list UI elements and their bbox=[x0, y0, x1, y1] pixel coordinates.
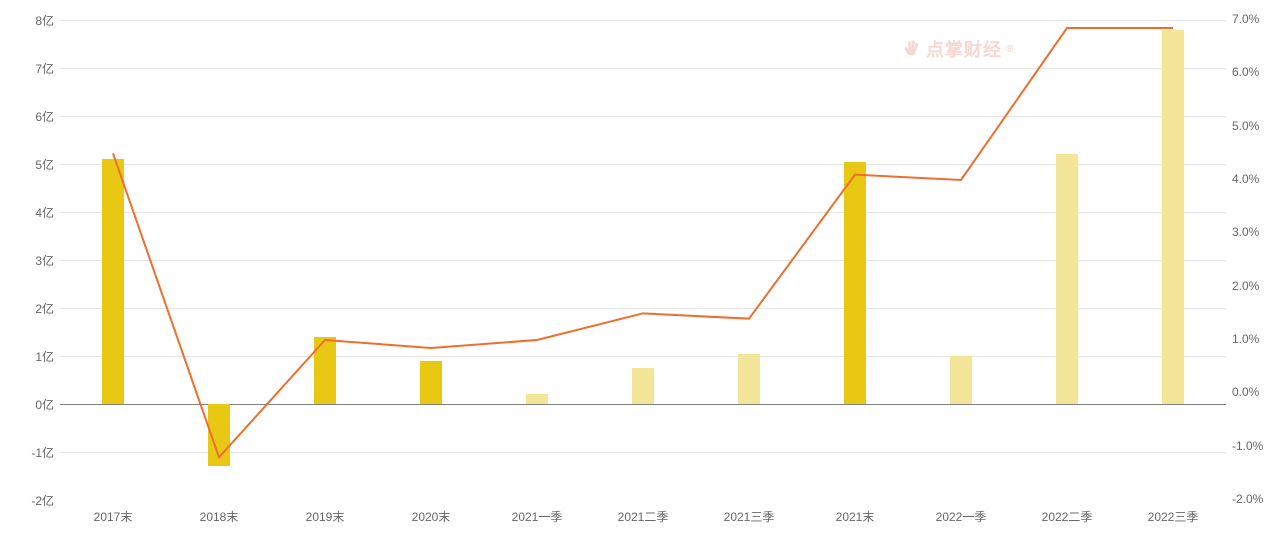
gridline bbox=[60, 164, 1226, 165]
y-left-tick-label: 8亿 bbox=[35, 12, 54, 29]
bar bbox=[950, 356, 972, 404]
y-right-tick-label: 1.0% bbox=[1232, 332, 1259, 346]
line-series bbox=[0, 0, 1286, 535]
gridline bbox=[60, 356, 1226, 357]
y-right-tick-label: 4.0% bbox=[1232, 172, 1259, 186]
y-left-tick-label: 5亿 bbox=[35, 156, 54, 173]
x-tick-label: 2022一季 bbox=[936, 508, 987, 525]
x-tick-label: 2021末 bbox=[836, 508, 875, 525]
y-left-tick-label: 7亿 bbox=[35, 60, 54, 77]
bar bbox=[632, 368, 654, 404]
gridline bbox=[60, 452, 1226, 453]
bar bbox=[738, 354, 760, 404]
combo-chart: 点掌财经 ® -2亿 -1亿 0亿 1亿 2亿 3亿 4亿 5亿 6亿 7亿 8亿 -2.0% -1.0%… bbox=[0, 0, 1286, 535]
x-tick-label: 2019末 bbox=[306, 508, 345, 525]
y-left-tick-label: 6亿 bbox=[35, 108, 54, 125]
y-right-tick-label: 2.0% bbox=[1232, 279, 1259, 293]
y-left-tick-label: -2亿 bbox=[31, 492, 54, 509]
y-right-tick-label: 6.0% bbox=[1232, 65, 1259, 79]
bar bbox=[1056, 154, 1078, 404]
x-tick-label: 2021二季 bbox=[618, 508, 669, 525]
gridline bbox=[60, 20, 1226, 21]
bar bbox=[314, 337, 336, 404]
bar bbox=[208, 404, 230, 466]
x-tick-label: 2018末 bbox=[200, 508, 239, 525]
x-tick-label: 2017末 bbox=[94, 508, 133, 525]
y-right-tick-label: 7.0% bbox=[1232, 12, 1259, 26]
gridline bbox=[60, 68, 1226, 69]
gridline bbox=[60, 212, 1226, 213]
hand-icon bbox=[900, 38, 922, 60]
bar bbox=[420, 361, 442, 404]
watermark-sup: ® bbox=[1006, 44, 1014, 55]
gridline bbox=[60, 116, 1226, 117]
x-tick-label: 2021三季 bbox=[724, 508, 775, 525]
bar bbox=[102, 159, 124, 404]
bar bbox=[1162, 30, 1184, 404]
y-left-tick-label: 3亿 bbox=[35, 252, 54, 269]
y-left-tick-label: 4亿 bbox=[35, 204, 54, 221]
watermark-text: 点掌财经 bbox=[926, 36, 1002, 62]
y-left-tick-label: -1亿 bbox=[31, 444, 54, 461]
y-right-tick-label: -2.0% bbox=[1232, 492, 1263, 506]
bar bbox=[526, 394, 548, 404]
y-right-tick-label: -1.0% bbox=[1232, 439, 1263, 453]
y-left-tick-label: 0亿 bbox=[35, 396, 54, 413]
y-right-tick-label: 5.0% bbox=[1232, 119, 1259, 133]
x-tick-label: 2021一季 bbox=[512, 508, 563, 525]
watermark: 点掌财经 ® bbox=[900, 36, 1014, 62]
y-right-tick-label: 3.0% bbox=[1232, 225, 1259, 239]
gridline bbox=[60, 308, 1226, 309]
x-tick-label: 2022三季 bbox=[1148, 508, 1199, 525]
x-tick-label: 2022二季 bbox=[1042, 508, 1093, 525]
x-tick-label: 2020末 bbox=[412, 508, 451, 525]
zero-line bbox=[60, 404, 1226, 405]
bar bbox=[844, 162, 866, 404]
y-left-tick-label: 1亿 bbox=[35, 348, 54, 365]
y-right-tick-label: 0.0% bbox=[1232, 385, 1259, 399]
y-left-tick-label: 2亿 bbox=[35, 300, 54, 317]
gridline bbox=[60, 260, 1226, 261]
